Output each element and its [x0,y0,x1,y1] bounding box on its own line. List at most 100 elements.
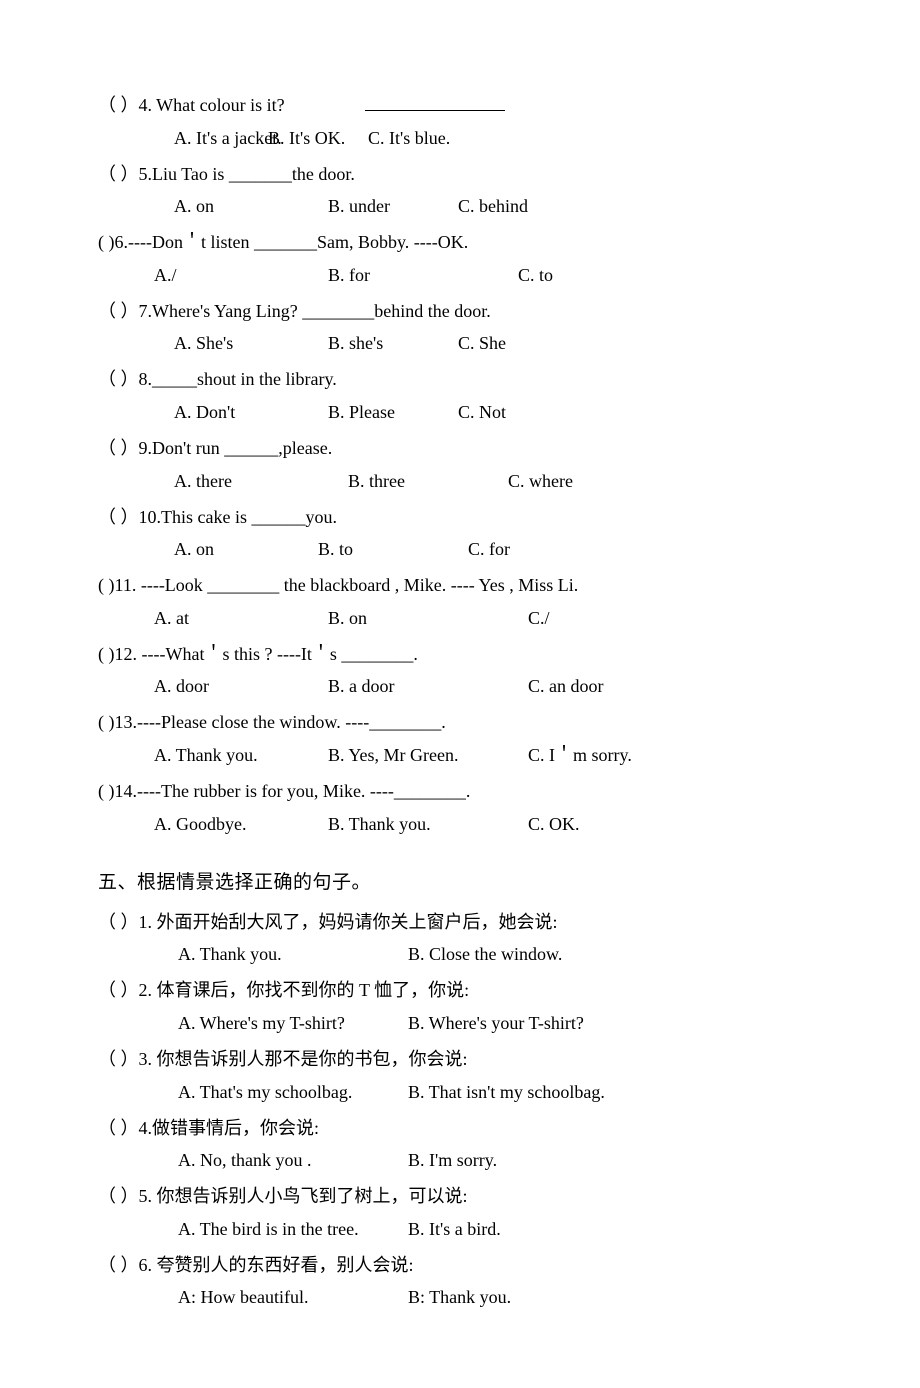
scenario-block: （ ）5. 你想告诉别人小鸟飞到了树上，可以说:A. The bird is i… [98,1181,830,1244]
question-line: ( )13.----Please close the window. ----_… [98,707,830,738]
question-line: ( )12. ----What＇s this ? ----It＇s ______… [98,639,830,670]
option-c: C. an door [528,671,604,702]
question-block: ( )12. ----What＇s this ? ----It＇s ______… [98,639,830,702]
options-line: A./B. forC. to [98,260,830,290]
scenario-prompt-line: （ ）5. 你想告诉别人小鸟飞到了树上，可以说: [98,1181,830,1212]
question-text: 6.----Don＇t listen _______Sam, Bobby. --… [115,227,469,258]
option-b: B: Thank you. [408,1282,511,1313]
option-a: A. It's a jacket. [174,123,282,154]
option-b: B. Please [328,397,395,428]
options-line: A: How beautiful. B: Thank you. [98,1282,830,1312]
question-line: （ ）10.This cake is ______you. [98,502,830,533]
scenario-block: （ ）2. 体育课后，你找不到你的 T 恤了，你说:A. Where's my … [98,975,830,1038]
question-block: （ ）8._____shout in the library.A. Don'tB… [98,364,830,427]
question-block: （ ）9.Don't run ______,please.A. thereB. … [98,433,830,496]
option-b: B. It's OK. [268,123,345,154]
scenario-block: （ ）4.做错事情后，你会说:A. No, thank you .B. I'm … [98,1113,830,1176]
scenario-block: （ ）1. 外面开始刮大风了，妈妈请你关上窗户后，她会说:A. Thank yo… [98,907,830,970]
option-b: B. Where's your T-shirt? [408,1008,584,1039]
question-block: （ ）4. What colour is it?A. It's a jacket… [98,90,830,153]
question-block: ( )13.----Please close the window. ----_… [98,707,830,770]
options-line: A. Thank you.B. Yes, Mr Green.C. I＇m sor… [98,740,830,770]
option-c: C. for [468,534,510,565]
option-a: A. Thank you. [178,939,282,970]
paren-box: （ ） [98,159,139,190]
paren-box: ( ) [98,707,115,738]
question-line: ( )11. ----Look ________ the blackboard … [98,570,830,601]
paren-box: （ ） [98,1250,139,1281]
paren-box: （ ） [98,975,139,1006]
option-b: B. Thank you. [328,809,431,840]
question-text: 4. What colour is it? [139,90,285,121]
scenario-prompt-line: （ ）2. 体育课后，你找不到你的 T 恤了，你说: [98,975,830,1006]
options-line: A. It's a jacket.B. It's OK. C. It's blue… [98,123,830,153]
question-block: ( )6.----Don＇t listen _______Sam, Bobby.… [98,227,830,290]
options-line: A. Don'tB. PleaseC. Not [98,397,830,427]
options-line: A. She'sB. she'sC. She [98,328,830,358]
option-b: B. That isn't my schoolbag. [408,1077,605,1108]
paren-box: ( ) [98,776,115,807]
scenario-prompt-text: 4.做错事情后，你会说: [139,1113,320,1144]
options-line: A. Thank you.B. Close the window. [98,939,830,969]
scenario-prompt-line: （ ）6. 夸赞别人的东西好看，别人会说: [98,1250,830,1281]
question-block: ( )14.----The rubber is for you, Mike. -… [98,776,830,839]
question-text: 12. ----What＇s this ? ----It＇s ________. [115,639,418,670]
scenario-block: （ ）3. 你想告诉别人那不是你的书包，你会说:A. That's my sch… [98,1044,830,1107]
question-text: 5.Liu Tao is _______the door. [139,159,355,190]
paren-box: ( ) [98,227,115,258]
paren-box: （ ） [98,1044,139,1075]
scenario-prompt-text: 3. 你想告诉别人那不是你的书包，你会说: [139,1044,468,1075]
options-line: A. Goodbye.B. Thank you.C. OK. [98,809,830,839]
scenario-prompt-text: 2. 体育课后，你找不到你的 T 恤了，你说: [139,975,470,1006]
question-line: （ ）8._____shout in the library. [98,364,830,395]
option-c: C./ [528,603,550,634]
option-b: B. It's a bird. [408,1214,501,1245]
option-a: A: How beautiful. [178,1282,308,1313]
option-b: B. she's [328,328,383,359]
option-a: A. on [174,534,214,565]
scenario-prompt-text: 5. 你想告诉别人小鸟飞到了树上，可以说: [139,1181,468,1212]
question-line: （ ）7.Where's Yang Ling? ________behind t… [98,296,830,327]
option-b: B. on [328,603,367,634]
question-text: 14.----The rubber is for you, Mike. ----… [115,776,471,807]
question-block: （ ）7.Where's Yang Ling? ________behind t… [98,296,830,359]
option-a: A./ [154,260,177,291]
paren-box: （ ） [98,433,139,464]
scenario-prompt-line: （ ）1. 外面开始刮大风了，妈妈请你关上窗户后，她会说: [98,907,830,938]
section5-questions: （ ）1. 外面开始刮大风了，妈妈请你关上窗户后，她会说:A. Thank yo… [98,907,830,1313]
question-line: （ ）4. What colour is it? [98,90,830,121]
paren-box: （ ） [98,1113,139,1144]
question-text: 11. ----Look ________ the blackboard , M… [115,570,579,601]
options-line: A. The bird is in the tree. B. It's a bir… [98,1214,830,1244]
question-line: （ ）9.Don't run ______,please. [98,433,830,464]
option-b: B. to [318,534,353,565]
paren-box: ( ) [98,570,115,601]
section5-title: 五、根据情景选择正确的句子。 [98,867,830,899]
option-b: B. I'm sorry. [408,1145,497,1176]
option-a: A. at [154,603,189,634]
option-a: A. door [154,671,209,702]
option-b: B. for [328,260,370,291]
question-line: ( )6.----Don＇t listen _______Sam, Bobby.… [98,227,830,258]
options-line: A. No, thank you .B. I'm sorry. [98,1145,830,1175]
question-line: （ ）5.Liu Tao is _______the door. [98,159,830,190]
section4-questions: （ ）4. What colour is it?A. It's a jacket… [98,90,830,839]
blank-line [365,110,505,111]
option-a: A. there [174,466,232,497]
option-a: A. The bird is in the tree. [178,1214,359,1245]
question-block: （ ）10.This cake is ______you.A. on B. to C… [98,502,830,565]
option-c: C. It's blue. [368,123,450,154]
scenario-prompt-line: （ ）4.做错事情后，你会说: [98,1113,830,1144]
option-c: C. She [458,328,506,359]
option-b: B. under [328,191,390,222]
paren-box: （ ） [98,296,139,327]
scenario-prompt-line: （ ）3. 你想告诉别人那不是你的书包，你会说: [98,1044,830,1075]
paren-box: （ ） [98,1181,139,1212]
option-a: A. Goodbye. [154,809,247,840]
option-a: A. That's my schoolbag. [178,1077,352,1108]
option-b: B. a door [328,671,395,702]
option-c: C. behind [458,191,528,222]
question-text: 13.----Please close the window. ----____… [115,707,446,738]
question-line: ( )14.----The rubber is for you, Mike. -… [98,776,830,807]
option-b: B. Yes, Mr Green. [328,740,459,771]
